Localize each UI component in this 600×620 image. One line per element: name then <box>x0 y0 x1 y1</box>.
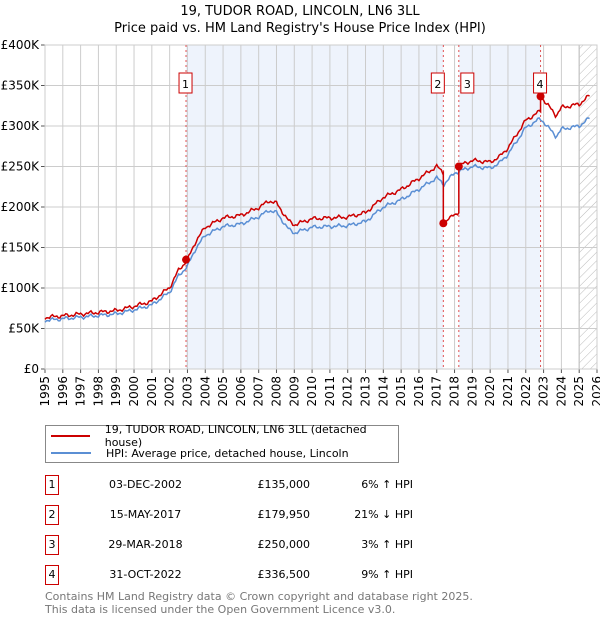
x-tick-label: 2018 <box>448 376 462 407</box>
y-tick-label: £250K <box>1 160 41 174</box>
sale-hpi-diff: 21% ↓ HPI <box>354 508 413 521</box>
x-tick-label: 2015 <box>394 376 408 407</box>
x-tick-label: 2005 <box>216 376 230 407</box>
y-tick-label: £50K <box>8 322 40 336</box>
sale-date: 03-DEC-2002 <box>108 478 183 491</box>
sale-badge: 1 <box>45 475 59 495</box>
sale-point <box>182 255 191 264</box>
x-tick-label: 2008 <box>269 376 283 407</box>
x-tick-label: 2023 <box>537 376 551 407</box>
sale-badge: 2 <box>45 505 59 525</box>
sale-label: 4 <box>537 78 544 91</box>
x-tick-label: 2004 <box>198 376 212 407</box>
x-tick-label: 2011 <box>323 376 337 407</box>
x-tick-label: 2002 <box>163 376 177 407</box>
sale-price: £135,000 <box>257 478 311 491</box>
sale-price: £179,950 <box>257 508 311 521</box>
sale-point <box>454 162 463 171</box>
x-tick-label: 2001 <box>145 376 159 407</box>
x-tick-label: 1995 <box>38 376 52 407</box>
x-tick-label: 2024 <box>554 376 568 407</box>
sale-date: 31-OCT-2022 <box>109 568 182 581</box>
x-tick-label: 2026 <box>590 376 600 407</box>
x-tick-label: 1997 <box>74 376 88 407</box>
sale-label-box <box>178 72 193 94</box>
sale-label-box <box>533 72 548 94</box>
x-tick-label: 2016 <box>412 376 426 407</box>
x-tick-label: 2022 <box>519 376 533 407</box>
sale-point <box>536 92 545 101</box>
sale-label: 3 <box>464 78 471 91</box>
sale-row: 1 03-DEC-2002 £135,000 6% ↑ HPI <box>45 475 413 495</box>
x-tick-label: 2007 <box>252 376 266 407</box>
sale-label: 1 <box>182 78 189 91</box>
x-tick-label: 1998 <box>91 376 105 407</box>
chart-subtitle: Price paid vs. HM Land Registry's House … <box>114 21 486 36</box>
x-tick-label: 2014 <box>376 376 390 407</box>
y-tick-label: £400K <box>1 38 41 52</box>
sale-row: 3 29-MAR-2018 £250,000 3% ↑ HPI <box>45 535 413 555</box>
legend-hpi-label: HPI: Average price, detached house, Linc… <box>106 446 349 460</box>
x-tick-label: 2012 <box>341 376 355 407</box>
sale-row: 4 31-OCT-2022 £336,500 9% ↑ HPI <box>45 565 413 585</box>
property-price-line <box>44 94 590 320</box>
sale-hpi-diff: 9% ↑ HPI <box>361 568 413 581</box>
sale-date: 29-MAR-2018 <box>108 538 183 551</box>
y-tick-label: £300K <box>1 119 41 133</box>
sale-badge: 3 <box>45 535 59 555</box>
plot-border <box>44 44 598 370</box>
sale-label-box <box>430 72 445 94</box>
sale-label-box <box>460 72 475 94</box>
footer: Contains HM Land Registry data © Crown c… <box>45 590 473 616</box>
x-tick-label: 2013 <box>359 376 373 407</box>
sale-hpi-diff: 6% ↑ HPI <box>361 478 413 491</box>
footer-copyright: Contains HM Land Registry data © Crown c… <box>45 590 473 603</box>
property-line-swatch <box>51 435 90 437</box>
x-tick-label: 2019 <box>465 376 479 407</box>
sale-label: 2 <box>434 78 441 91</box>
x-tick-label: 1999 <box>109 376 123 407</box>
x-tick-label: 2006 <box>234 376 248 407</box>
hpi-line <box>44 116 590 323</box>
x-tick-label: 2025 <box>572 376 586 407</box>
sale-point <box>439 219 448 228</box>
legend-property-label: 19, TUDOR ROAD, LINCOLN, LN6 3LL (detach… <box>104 423 367 449</box>
chart-title: 19, TUDOR ROAD, LINCOLN, LN6 3LL <box>180 4 420 19</box>
y-tick-label: £150K <box>1 241 41 255</box>
footer-licence: This data is licensed under the Open Gov… <box>45 603 396 616</box>
x-tick-label: 2021 <box>501 376 515 407</box>
y-tick-label: £350K <box>1 79 41 93</box>
sale-row: 2 15-MAY-2017 £179,950 21% ↓ HPI <box>45 505 413 525</box>
price-chart: 1995 1996 1997 1998 1999 2000 2001 2002 2003 2004… <box>1 38 600 407</box>
sale-date: 15-MAY-2017 <box>109 508 182 521</box>
x-tick-label: 2003 <box>180 376 194 407</box>
y-tick-label: £100K <box>1 281 41 295</box>
x-tick-label: 2020 <box>483 376 497 407</box>
hpi-line-swatch <box>51 452 91 454</box>
sale-hpi-diff: 3% ↑ HPI <box>361 538 413 551</box>
x-tick-label: 2010 <box>305 376 319 407</box>
y-tick-label: £200K <box>1 200 41 214</box>
sale-price: £336,500 <box>257 568 311 581</box>
legend-item-property: 19, TUDOR ROAD, LINCOLN, LN6 3LL (detach… <box>46 423 398 449</box>
legend-item-hpi: HPI: Average price, detached house, Linc… <box>46 445 349 461</box>
y-tick-label: £0 <box>24 362 39 376</box>
x-tick-label: 2017 <box>430 376 444 407</box>
sale-price: £250,000 <box>257 538 311 551</box>
x-tick-label: 2000 <box>127 376 141 407</box>
sale-badge: 4 <box>45 565 59 585</box>
x-tick-label: 1996 <box>56 376 70 407</box>
x-tick-label: 2009 <box>287 376 301 407</box>
legend: 19, TUDOR ROAD, LINCOLN, LN6 3LL (detach… <box>45 423 399 463</box>
